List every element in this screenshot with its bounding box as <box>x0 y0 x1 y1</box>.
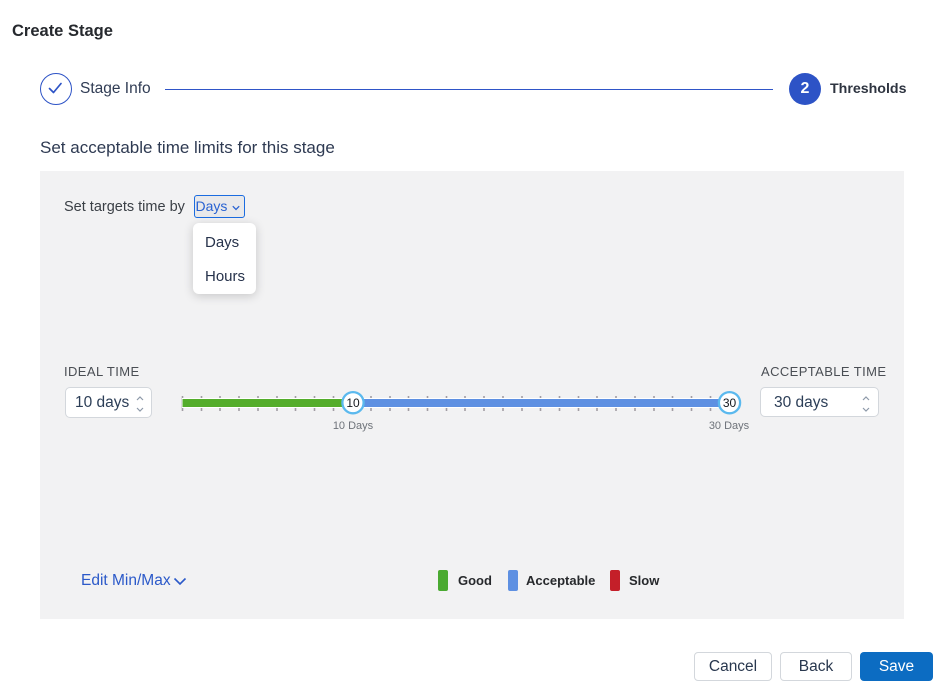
svg-text:30: 30 <box>723 396 737 410</box>
svg-text:10: 10 <box>346 396 360 410</box>
